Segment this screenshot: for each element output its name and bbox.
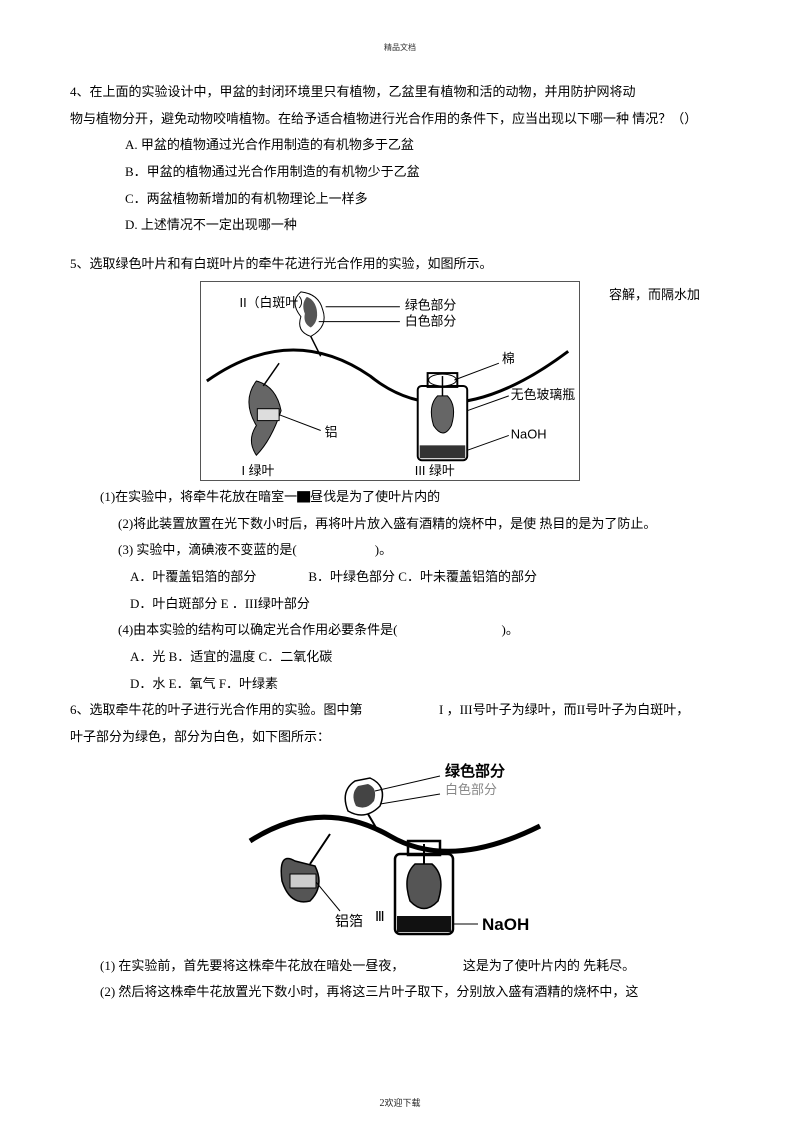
q5-p4d: D．水 E．氧气 F．叶绿素 [70,672,730,697]
header-watermark: 精品文档 [384,40,416,55]
q4-stem-1: 4、在上面的实验设计中，甲盆的封闭环境里只有植物，乙盆里有植物和活的动物，并用防… [70,80,730,105]
q5-stem: 5、选取绿色叶片和有白斑叶片的牵牛花进行光合作用的实验，如图所示。 [70,252,730,277]
lbl-al: 铝 [325,424,338,439]
page-footer: 2欢迎下载 [379,1094,420,1113]
q5-p3: (3) 实验中，滴碘液不变蓝的是( )。 [70,538,730,563]
lbl-bottle: 无色玻璃瓶 [511,387,575,402]
q5-p3d: D．叶白斑部分 E ．III绿叶部分 [70,592,730,617]
q5-p1: (1)在实验中，将牵牛花放在暗室一▇昼伐是为了使叶片内的 [70,485,730,510]
lbl-II: II（白斑叶） [240,295,311,310]
lbl-naoh: NaOH [511,426,547,441]
lbl-III: III 绿叶 [415,463,455,478]
q5-figure: II（白斑叶） 绿色部分 白色部分 棉 无色玻璃瓶 NaOH 铝 III 绿叶 … [200,281,580,481]
q6-l1a: 6、选取牵牛花的叶子进行光合作用的实验。图中第 [70,702,363,717]
q4-opt-c: C．两盆植物新增加的有机物理论上一样多 [70,187,730,212]
q6-lbl-naoh: NaOH [482,915,529,934]
question-5: 5、选取绿色叶片和有白斑叶片的牵牛花进行光合作用的实验，如图所示。 容解，而隔水… [70,252,730,696]
question-6: 6、选取牵牛花的叶子进行光合作用的实验。图中第 I ，III号叶子为绿叶，而II… [70,698,730,1005]
q6-lbl-green: 绿色部分 [445,762,505,780]
q5-p2: (2)将此装置放置在光下数小时后，再将叶片放入盛有酒精的烧杯中，是使 热目的是为… [70,512,730,537]
q4-opt-d: D. 上述情况不一定出现哪一种 [70,213,730,238]
lbl-I: I 绿叶 [242,463,275,478]
q6-p1: (1) 在实验前，首先要将这株牵牛花放在暗处一昼夜， 这是为了使叶片内的 先耗尽… [70,954,730,979]
q4-stem-2: 物与植物分开，避免动物咬啃植物。在给予适合植物进行光合作用的条件下，应当出现以下… [70,107,730,132]
footer-note: 欢迎下载 [384,1098,420,1108]
lbl-cotton: 棉 [502,351,515,366]
q6-l1: 6、选取牵牛花的叶子进行光合作用的实验。图中第 I ，III号叶子为绿叶，而II… [70,698,730,723]
q4-opt-b: B．甲盆的植物通过光合作用制造的有机物少于乙盆 [70,160,730,185]
q6-l1b: I ，III号叶子为绿叶，而II号叶子为白斑叶， [439,702,689,717]
lbl-white: 白色部分 [405,313,457,328]
q6-lbl-al: 铝箔 [335,913,363,929]
q5-p4: (4)由本实验的结构可以确定光合作用必要条件是( )。 [70,618,730,643]
q6-lbl-white: 白色部分 [445,782,497,797]
q6-p2: (2) 然后将这株牵牛花放置光下数小时，再将这三片叶子取下，分别放入盛有酒精的烧… [70,980,730,1005]
lbl-green: 绿色部分 [405,298,457,313]
q6-l2: 叶子部分为绿色，部分为白色，如下图所示： [70,725,730,750]
q5-p3a: A．叶覆盖铝箔的部分 B．叶绿色部分 C．叶未覆盖铝箔的部分 [70,565,730,590]
q5-sidenote: 容解，而隔水加 [609,283,700,308]
q5-p4a: A．光 B．适宜的温度 C．二氧化碳 [70,645,730,670]
q4-opt-a: A. 甲盆的植物通过光合作用制造的有机物多于乙盆 [70,133,730,158]
q6-lbl-III: Ⅲ [375,908,385,924]
q6-figure: 绿色部分 白色部分 铝箔 Ⅲ NaOH [240,756,560,946]
question-4: 4、在上面的实验设计中，甲盆的封闭环境里只有植物，乙盆里有植物和活的动物，并用防… [70,80,730,238]
